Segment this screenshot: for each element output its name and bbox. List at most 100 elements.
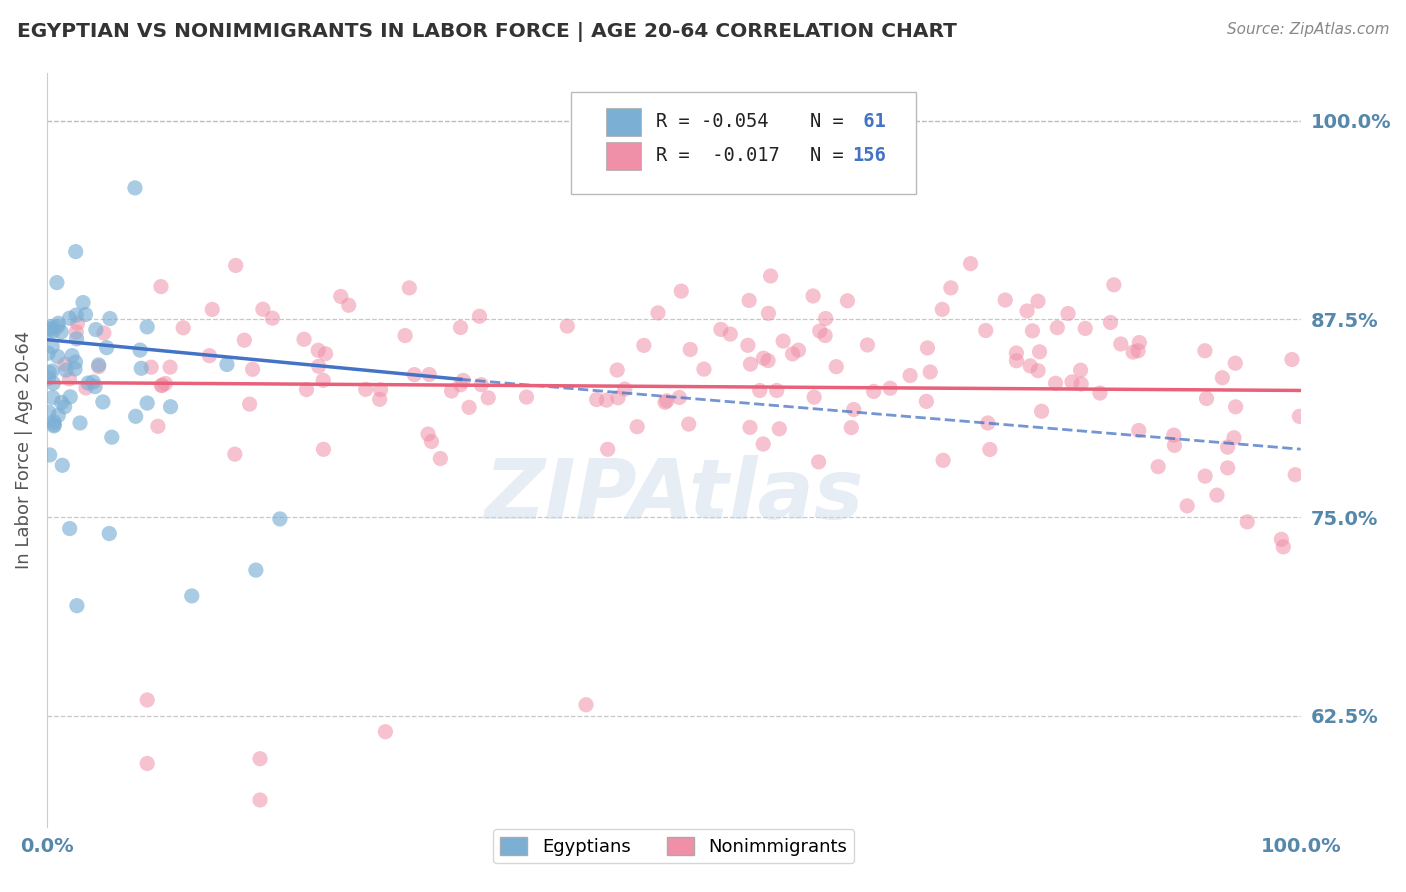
Point: [787, 343, 810, 358]
Point: [38, 322, 60, 336]
Point: [129, 343, 152, 358]
Point: [758, 306, 780, 320]
Point: [1019, 359, 1042, 373]
Point: [233, 333, 256, 347]
Point: [1088, 386, 1111, 401]
Point: [224, 447, 246, 461]
Point: [1195, 392, 1218, 406]
Point: [51, 458, 73, 473]
Point: [939, 281, 962, 295]
Point: [748, 384, 770, 398]
Point: [752, 351, 775, 366]
Point: [801, 289, 824, 303]
Point: [1281, 352, 1303, 367]
Point: [292, 332, 315, 346]
Point: [63, 362, 86, 376]
Point: [710, 322, 733, 336]
Point: [315, 347, 337, 361]
Point: [46, 409, 69, 423]
Point: [1122, 345, 1144, 359]
Point: [354, 382, 377, 396]
Point: [65, 355, 87, 369]
Point: [159, 400, 181, 414]
Point: [172, 320, 194, 334]
Point: [368, 392, 391, 407]
Point: [920, 365, 942, 379]
Point: [1046, 320, 1069, 334]
Point: [420, 434, 443, 449]
Point: [1163, 438, 1185, 452]
Point: [842, 402, 865, 417]
Point: [759, 268, 782, 283]
Point: [374, 724, 396, 739]
Point: [470, 377, 492, 392]
Point: [782, 347, 804, 361]
Point: [242, 362, 264, 376]
Point: [1126, 343, 1149, 358]
Point: [1163, 428, 1185, 442]
Point: [150, 378, 173, 392]
Point: [772, 334, 794, 348]
Point: [337, 298, 360, 312]
Point: [595, 393, 617, 408]
Point: [58, 372, 80, 386]
Point: [1102, 277, 1125, 292]
Point: [65, 308, 87, 322]
Point: [814, 328, 837, 343]
Point: [626, 419, 648, 434]
Point: [312, 442, 335, 457]
Point: [201, 302, 224, 317]
Point: [398, 281, 420, 295]
Point: [180, 589, 202, 603]
Point: [1060, 375, 1083, 389]
Point: [606, 363, 628, 377]
Point: [146, 419, 169, 434]
Point: [46, 316, 69, 330]
Point: [1194, 343, 1216, 358]
Point: [239, 397, 262, 411]
Point: [1074, 321, 1097, 335]
Point: [1045, 376, 1067, 391]
Point: [765, 384, 787, 398]
Point: [803, 390, 825, 404]
Point: [737, 338, 759, 352]
Point: [1005, 353, 1028, 368]
Point: [249, 793, 271, 807]
Point: [125, 409, 148, 424]
Point: [807, 455, 830, 469]
Point: [1206, 488, 1229, 502]
Point: [752, 437, 775, 451]
Point: [155, 376, 177, 391]
Point: [37, 371, 59, 385]
Point: [37, 346, 59, 360]
Point: [915, 394, 938, 409]
Point: [647, 306, 669, 320]
Point: [416, 427, 439, 442]
Point: [159, 360, 181, 375]
Point: [1284, 467, 1306, 482]
FancyBboxPatch shape: [606, 108, 641, 136]
Point: [585, 392, 607, 407]
Point: [1270, 533, 1292, 547]
Point: [1026, 364, 1049, 378]
Text: N =: N =: [810, 112, 844, 131]
Point: [84, 322, 107, 336]
Point: [808, 324, 831, 338]
Point: [46, 319, 69, 334]
Point: [959, 257, 981, 271]
Point: [96, 341, 118, 355]
Point: [136, 693, 159, 707]
Point: [1026, 294, 1049, 309]
Point: [77, 376, 100, 390]
Text: R = -0.054: R = -0.054: [657, 112, 769, 131]
Point: [977, 416, 1000, 430]
Point: [1223, 431, 1246, 445]
Point: [994, 293, 1017, 307]
Point: [515, 390, 537, 404]
Point: [308, 359, 330, 374]
Point: [862, 384, 884, 399]
Point: [917, 341, 939, 355]
Y-axis label: In Labor Force | Age 20-64: In Labor Force | Age 20-64: [15, 331, 32, 569]
Point: [1128, 335, 1150, 350]
Point: [84, 379, 107, 393]
